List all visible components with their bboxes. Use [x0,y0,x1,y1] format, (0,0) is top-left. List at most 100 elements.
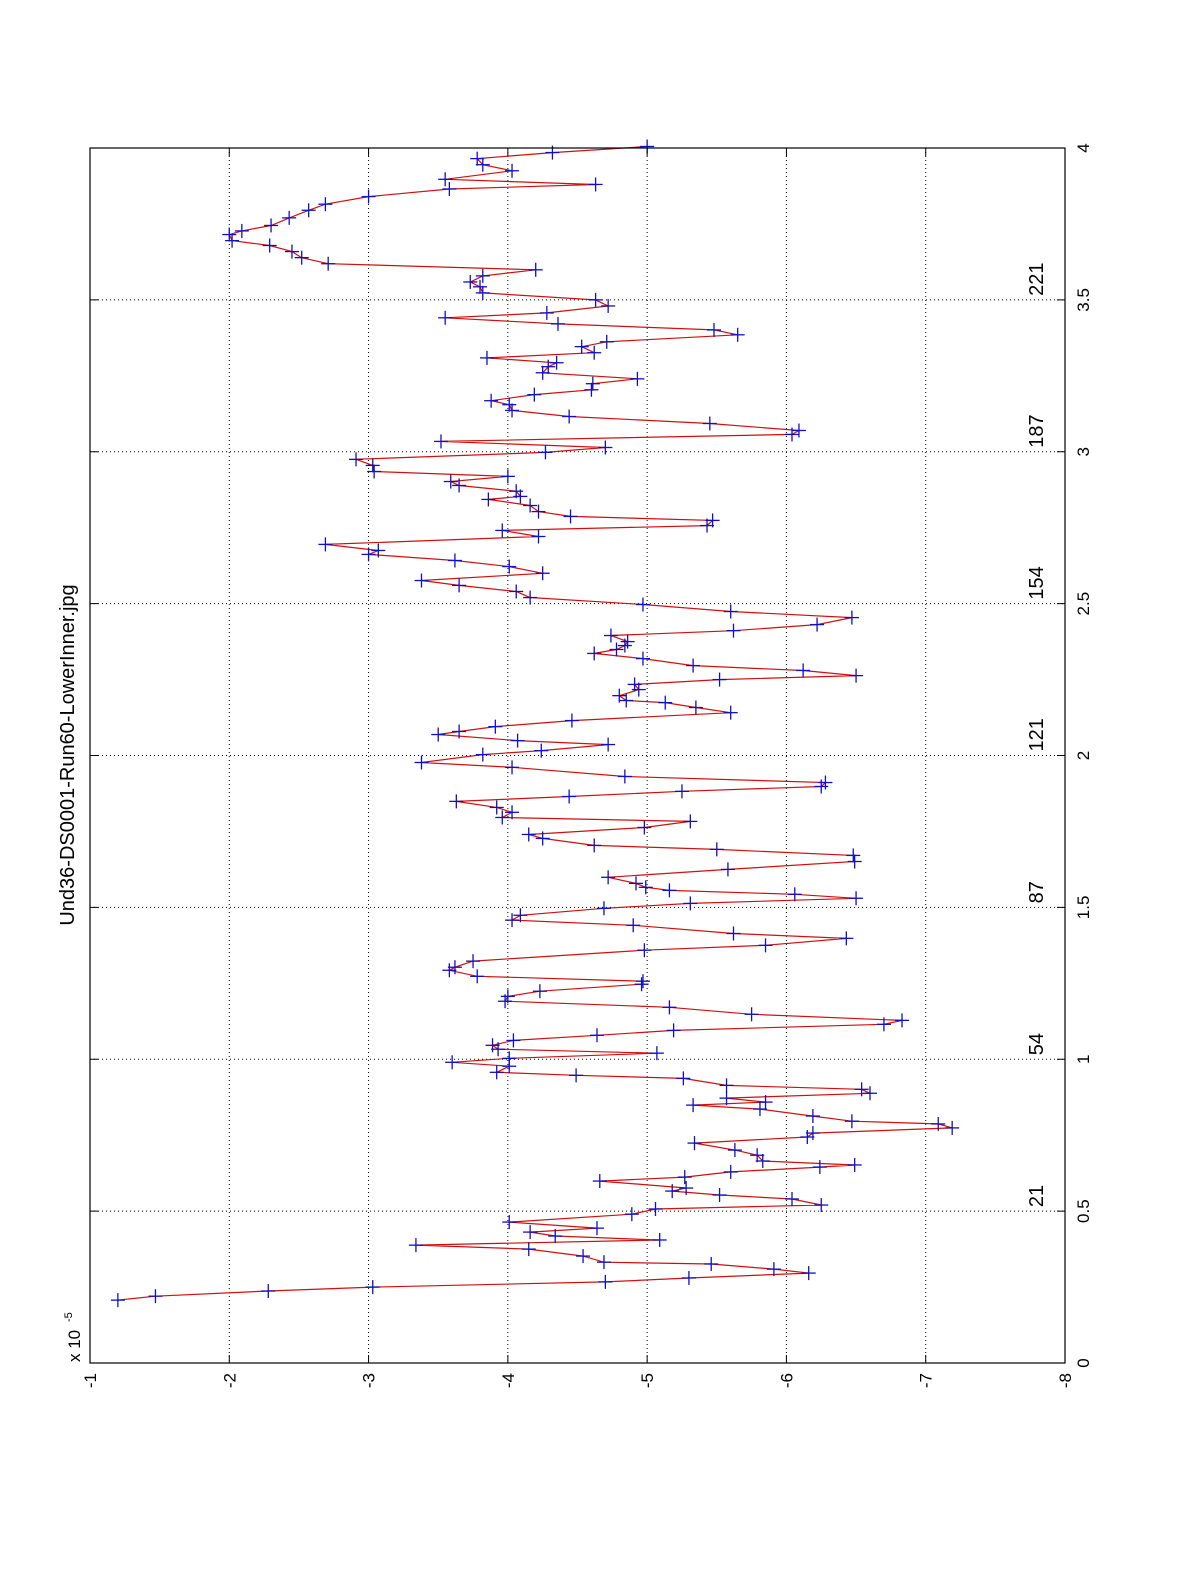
x-tick-label: 0.5 [1074,1199,1093,1223]
data-point [505,805,520,820]
data-point [562,409,577,424]
grid [90,148,1065,1363]
data-point [847,854,862,869]
data-point [726,623,741,638]
data-point [620,634,635,649]
data-point [562,789,577,804]
data-point [596,901,611,916]
data-point [846,848,861,863]
data-point [532,984,547,999]
data-point [576,1249,591,1264]
data-point [505,760,520,775]
data-point [367,464,382,479]
data-point [489,1065,504,1080]
data-point [634,977,649,992]
data-point [658,695,673,710]
data-point [564,713,579,728]
data-point [662,1000,677,1015]
y-tick-labels: -1 -2 -3 -4 -5 -6 -7 -8 [81,1373,1075,1388]
data-point [588,292,603,307]
data-point [601,870,616,885]
data-point [599,334,614,349]
x-tick-label: 1 [1074,1055,1093,1064]
data-point [505,913,520,928]
data-point [585,376,600,391]
data-point [531,529,546,544]
data-point [549,355,564,370]
chart-title: Und36-DS0001-Run60-LowerInner.jpg [57,584,79,925]
data-point [617,638,632,653]
data-point [681,1270,696,1285]
data-point [442,963,457,978]
data-point [264,218,279,233]
data-point [758,938,773,953]
data-point [466,954,481,969]
data-point [414,573,429,588]
data-point [630,371,645,386]
data-point [475,285,490,300]
data-point [849,668,864,683]
data-point [535,365,550,380]
data-point [863,1086,877,1101]
data-point [638,880,653,895]
data-point [612,688,627,703]
y-scale-label: x 10 -5 [63,1312,84,1362]
data-point [318,537,333,552]
data-point [481,492,496,507]
data-point [719,1091,734,1106]
data-point [801,1266,816,1281]
data-point [495,810,510,825]
data-point [637,820,652,835]
data-point [110,1293,125,1308]
x-tick-label: 2 [1074,751,1093,760]
series-line [117,145,953,1301]
data-point [509,484,524,499]
data-point [766,1262,781,1277]
data-point [438,310,453,325]
data-point [712,672,727,687]
data-point [702,416,717,431]
data-point [563,509,578,524]
data-point [408,1238,423,1253]
data-point [688,700,703,715]
ticks [89,147,1066,1364]
data-point [849,891,864,906]
data-point [284,244,299,259]
data-point [488,719,503,734]
data-point [686,658,701,673]
x-tick-labels: 0 0.5 1 1.5 2 2.5 3 3.5 4 [1074,143,1093,1367]
y-tick-label: -3 [360,1373,379,1388]
data-point [442,182,457,197]
y-tick-label: -2 [220,1373,239,1388]
data-point [785,1191,799,1206]
data-point [587,345,602,360]
data-point [538,445,553,460]
data-point [726,926,741,941]
data-point [475,268,490,283]
x-tick-label: 2.5 [1074,592,1093,616]
data-point [635,651,650,666]
data-point [234,223,249,238]
data-point [727,1143,742,1158]
data-point [531,504,546,519]
data-point [624,1207,639,1222]
data-point [587,838,602,853]
data-point [318,197,333,212]
data-point [521,1242,536,1257]
data-point [506,1033,521,1048]
data-point [677,1170,692,1185]
data-point [847,1157,862,1172]
data-point [535,566,550,581]
data-point [590,1028,604,1043]
data-point [750,1148,765,1163]
data-point [818,775,833,790]
data-point [475,157,490,172]
data-point [587,646,602,661]
data-point [523,1225,538,1240]
data-point [301,203,316,218]
data-point [931,1116,946,1131]
annotation-label: 154 [1026,566,1048,599]
data-point [945,1120,960,1135]
annotation-label: 87 [1026,881,1048,903]
